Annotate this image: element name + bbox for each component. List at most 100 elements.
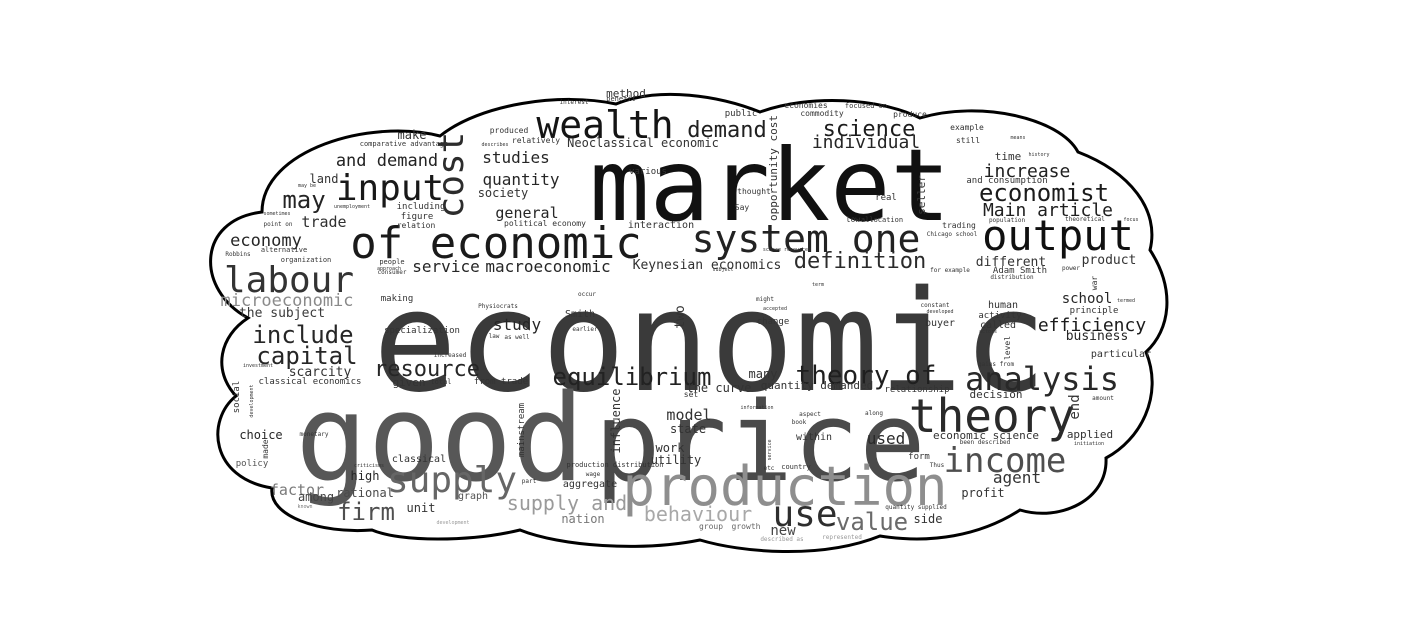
word-good: good [296, 370, 585, 509]
word-and-demand: and demand [336, 151, 438, 171]
word-include: include [252, 321, 353, 349]
word-might: might [756, 296, 774, 303]
word-focus: focus [1123, 217, 1138, 223]
word-developed: developed [926, 309, 953, 315]
word-individual: individual [812, 132, 920, 153]
word-graph: graph [458, 491, 488, 502]
word-termed: termed [1117, 298, 1135, 304]
word-service: service [767, 439, 773, 460]
word-influence: influence [609, 388, 623, 453]
word-business: business [1066, 329, 1129, 344]
word-quantity-supplied: quantity supplied [885, 504, 947, 511]
word-theory-of: theory of [796, 361, 937, 391]
word-macroeconomic: macroeconomic [485, 257, 610, 276]
word-figure: figure [401, 212, 434, 222]
word-use: use [772, 494, 837, 535]
word-science: science [823, 117, 916, 142]
word-relationship: relationship [884, 385, 949, 395]
word-wealth: wealth [536, 103, 673, 147]
word-seller: seller [915, 175, 928, 215]
word-increase: increase [984, 161, 1071, 182]
word-economic-science: economic science [933, 429, 1039, 442]
word-still: still [956, 136, 980, 145]
word-value: value [836, 508, 908, 536]
word-development: development [249, 384, 255, 417]
word-monetary: monetary [300, 431, 329, 438]
word-investment: investment [243, 363, 273, 369]
word-end: end [1067, 394, 1083, 419]
word-and-consumption: and consumption [966, 176, 1047, 186]
word-study: study [493, 315, 542, 334]
word-actors: actors [979, 329, 997, 335]
word-many: many [749, 367, 778, 381]
word-factor: factor [270, 481, 324, 499]
word-market: market [589, 127, 950, 244]
word-main-article: Main article [983, 200, 1113, 221]
word-constant: constant [921, 302, 950, 309]
word-information: information [740, 405, 773, 411]
word-model: model [666, 406, 711, 424]
word-buyer: buyer [925, 318, 955, 329]
word-various: various [629, 167, 667, 177]
word-represented: represented [822, 534, 862, 541]
word-initiation: initiation [1074, 441, 1104, 447]
word-sometimes: sometimes [263, 211, 290, 217]
word-supply-and: supply and [507, 491, 627, 515]
word-from-trade: from trade [474, 377, 528, 387]
word-trading: trading [942, 221, 976, 230]
word-known: known [297, 504, 312, 510]
word-particular: particular [1091, 349, 1151, 360]
word-general: general [495, 204, 558, 222]
word-change: change [757, 317, 790, 327]
word-among: among [298, 490, 334, 504]
word-alternative: alternative [261, 246, 307, 254]
word-society: society [478, 186, 529, 200]
word-service: service [412, 257, 479, 276]
word-of-economic: of economic [350, 218, 641, 269]
word-opportunity-cost: opportunity cost [767, 115, 780, 221]
word-different: different [976, 255, 1046, 270]
word-consumer: consumer [378, 269, 407, 276]
word-theoretical: theoretical [1065, 216, 1105, 223]
cloud-outline [209, 92, 1169, 553]
word-capital: capital [256, 342, 357, 370]
word-time: time [995, 150, 1022, 163]
word-new: new [770, 523, 796, 539]
word-called: called [980, 320, 1016, 331]
word-war: war [1090, 276, 1099, 291]
word-point-on: point on [264, 221, 293, 228]
word-classical: classical [392, 454, 446, 465]
word-economies: economies [784, 101, 828, 110]
word-power: power [1062, 265, 1080, 272]
word-theory: theory [909, 389, 1075, 443]
word-physiocrats: Physiocrats [478, 303, 518, 310]
word-group: group [699, 522, 723, 531]
word-mainstream: mainstream [517, 403, 527, 457]
word-definition: definition [794, 249, 926, 274]
word-school: school [1062, 291, 1113, 307]
word-law: law [489, 333, 500, 340]
word-low: low [846, 215, 861, 224]
word-real: real [875, 193, 897, 203]
word-scarcity: scarcity [289, 365, 352, 380]
word-amount: amount [1092, 395, 1114, 402]
word-allocation: allocation [861, 216, 903, 224]
word-method: method [606, 87, 646, 100]
word-price: price [594, 378, 925, 506]
word-production-distribution: production distribution [567, 461, 664, 469]
word-say: Say [735, 203, 750, 212]
word-high: high [351, 469, 380, 483]
word-input: input [336, 168, 444, 209]
word-described-as: described as [760, 536, 804, 543]
word-unemployment: unemployment [334, 204, 370, 210]
word-firm: firm [337, 498, 395, 526]
word-gains-from: gains from [978, 361, 1015, 368]
word-social: social [232, 381, 242, 414]
word-given: given [392, 376, 425, 389]
word-resource: resource [374, 357, 480, 382]
word-country: country [781, 463, 811, 471]
word-form: form [908, 452, 930, 462]
word-including: including [397, 202, 446, 212]
word-public: public [725, 109, 758, 119]
word-occur: occur [578, 291, 596, 298]
